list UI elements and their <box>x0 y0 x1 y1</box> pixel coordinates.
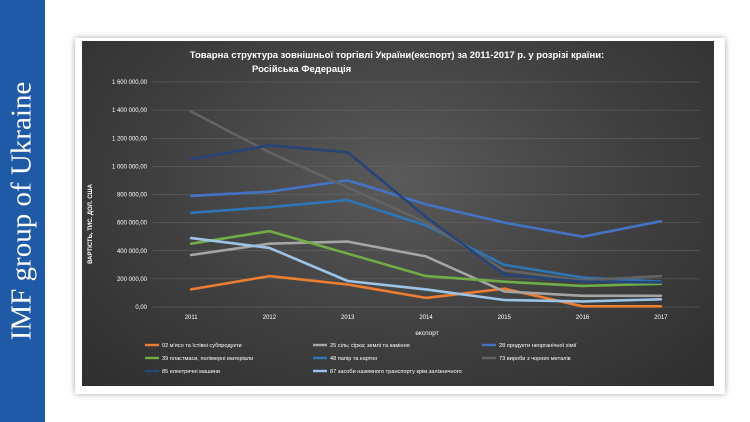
y-tick-label: 600 000,00 <box>117 221 148 227</box>
y-tick-label: 1 200 000,00 <box>112 136 148 142</box>
series-line <box>189 240 663 298</box>
legend-label: 73 вироби з чорних металів <box>499 356 571 362</box>
x-tick-label: 2014 <box>419 315 433 321</box>
sidebar-band: IMF group of Ukraine <box>0 0 45 422</box>
chart-area: Товарна структура зовнішньої торгівлі Ук… <box>82 41 714 386</box>
line-chart: Товарна структура зовнішньої торгівлі Ук… <box>88 50 700 375</box>
legend-label: 25 сіль; сірка; землі та каміння <box>330 343 410 349</box>
y-tick-label: 800 000,00 <box>117 193 148 199</box>
y-tick-label: 200 000,00 <box>117 277 148 283</box>
legend-label: 87 засоби наземного транспорту крім залі… <box>330 369 462 375</box>
grid-lines <box>152 81 700 308</box>
series-line <box>189 229 663 288</box>
series-line <box>189 144 663 284</box>
x-tick-label: 2013 <box>341 315 355 321</box>
series-line <box>189 110 663 282</box>
series-line <box>189 179 663 238</box>
y-tick-label: 1 600 000,00 <box>112 80 148 86</box>
y-tick-label: 1 400 000,00 <box>112 108 148 114</box>
x-tick-label: 2017 <box>654 315 668 321</box>
x-tick-label: 2011 <box>185 315 199 321</box>
legend-label: 39 пластмаси, полімерні матеріали <box>162 356 253 362</box>
legend-label: 48 папір та картон <box>330 356 377 362</box>
y-tick-label: 1 000 000,00 <box>112 164 148 170</box>
series-lines <box>189 110 663 308</box>
chart-title-line1: Товарна структура зовнішньої торгівлі Ук… <box>190 50 604 61</box>
chart-title-line2: Російська Федерація <box>252 64 351 75</box>
brand-text: IMF group of Ukraine <box>5 81 38 341</box>
legend-label: 28 продукти неорганічної хімії <box>499 343 577 349</box>
legend: 02 м'ясо та їстівні субпродукти 25 сіль; … <box>145 343 577 375</box>
series-line <box>189 274 663 308</box>
series-line <box>189 236 663 303</box>
x-tick-label: 2012 <box>263 315 277 321</box>
y-tick-label: 400 000,00 <box>117 249 148 255</box>
legend-label: 02 м'ясо та їстівні субпродукти <box>162 343 242 349</box>
x-axis-ticks: 2011 2012 2013 2014 2015 2016 2017 <box>185 315 668 321</box>
y-axis-label: ВАРТІСТЬ, ТИС. ДОЛ. США <box>88 183 94 263</box>
series-line <box>189 198 663 283</box>
x-axis-label: експорт <box>415 330 438 337</box>
y-axis-ticks: 0,00 200 000,00 400 000,00 600 000,00 800 00… <box>112 80 148 311</box>
x-tick-label: 2016 <box>576 315 590 321</box>
x-tick-label: 2015 <box>498 315 512 321</box>
y-tick-label: 0,00 <box>135 305 147 311</box>
legend-label: 85 електричні машини <box>162 369 220 375</box>
